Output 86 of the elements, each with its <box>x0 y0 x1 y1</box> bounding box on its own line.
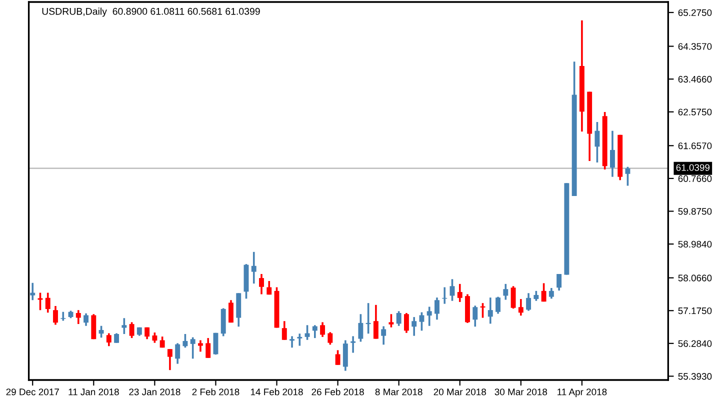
ref-line-label: 61.0399 <box>676 164 710 171</box>
candlestick <box>548 287 554 300</box>
candlestick <box>106 332 112 348</box>
x-tick-label: 2 Feb 2018 <box>192 388 240 396</box>
x-tick-label: 14 Feb 2018 <box>250 388 303 396</box>
candlestick <box>366 302 371 335</box>
candlestick <box>167 348 172 371</box>
candlestick <box>556 273 562 292</box>
candlestick <box>388 313 394 328</box>
candlestick <box>114 332 120 344</box>
x-tick-label: 20 Mar 2018 <box>434 388 486 396</box>
y-tick-label: 64.3570 <box>678 43 712 50</box>
candlestick <box>350 335 356 354</box>
x-tick-label: 29 Dec 2017 <box>6 388 59 396</box>
candlestick <box>526 292 532 312</box>
candlestick <box>91 313 96 340</box>
candlestick <box>45 292 50 314</box>
y-tick-label: 65.2750 <box>678 9 712 16</box>
candlestick <box>328 331 333 346</box>
y-tick-label: 58.0660 <box>678 274 712 282</box>
candlestick <box>175 342 180 365</box>
candlestick <box>206 337 211 359</box>
candlestick <box>320 321 326 338</box>
candlestick <box>122 317 127 335</box>
x-tick-label: 8 Mar 2018 <box>375 388 422 396</box>
candlestick <box>38 292 43 311</box>
candlestick <box>503 283 508 301</box>
candlestick <box>60 311 66 322</box>
candlestick <box>472 304 478 328</box>
candlestick <box>129 321 134 339</box>
x-tick-label: 11 Apr 2018 <box>558 388 607 398</box>
y-tick-label: 56.2840 <box>678 340 712 347</box>
candlestick <box>76 309 81 325</box>
candlestick <box>312 324 318 339</box>
candlestick <box>381 325 386 346</box>
candlestick <box>404 312 409 334</box>
candlestick <box>213 332 218 356</box>
text: USDRUB,Daily 60.8900 61.0811 60.5681 61.0399 <box>42 8 260 17</box>
candlestick <box>496 296 500 315</box>
candlestick <box>510 285 516 310</box>
candlestick <box>610 130 615 178</box>
candlestick <box>594 121 600 164</box>
candlestick <box>541 282 546 303</box>
candlestick <box>488 296 493 325</box>
candlestick <box>434 296 440 321</box>
candlestick <box>457 283 462 303</box>
candlestick <box>396 310 402 327</box>
y-tick-label: 63.4660 <box>678 76 712 83</box>
x-tick-label: 30 Mar 2018 <box>494 388 548 396</box>
candlestick <box>259 273 264 296</box>
candlestick <box>297 332 302 347</box>
candlestick <box>625 166 630 187</box>
y-tick-label: 60.7660 <box>678 175 712 182</box>
x-tick-label: 23 Jan 2018 <box>129 388 180 396</box>
candlestick <box>30 282 36 302</box>
candlestick <box>152 332 158 344</box>
y-tick-label: 61.6570 <box>678 142 712 150</box>
x-tick-label: 11 Jan 2018 <box>68 388 119 396</box>
candlestick <box>228 299 234 324</box>
y-tick-label: 58.9840 <box>678 240 712 248</box>
candlestick <box>251 251 256 284</box>
candlestick <box>290 335 294 349</box>
y-tick-label: 55.3930 <box>678 373 712 380</box>
y-tick-label: 62.5750 <box>678 108 712 116</box>
y-tick-label: 59.8750 <box>678 208 712 215</box>
candlestick <box>98 324 104 339</box>
candlestick <box>335 349 340 366</box>
candlestick <box>419 311 424 332</box>
candlestick <box>358 313 364 343</box>
candlestick <box>84 312 88 327</box>
candlestick <box>182 333 188 349</box>
y-tick-label: 57.1750 <box>678 307 712 314</box>
x-tick-label: 26 Feb 2018 <box>312 388 364 396</box>
candlestick <box>53 305 58 326</box>
candlestick <box>266 280 272 296</box>
candlestick <box>342 339 348 372</box>
candlestick <box>518 298 524 316</box>
candlestick <box>534 290 539 302</box>
candlestick <box>282 320 287 341</box>
candlestick <box>450 278 455 302</box>
candlestick <box>190 336 196 360</box>
candlestick <box>373 304 378 340</box>
candlestick <box>304 324 310 341</box>
candlestick <box>426 306 432 327</box>
candlestick <box>412 316 417 337</box>
candlestick <box>198 339 203 353</box>
